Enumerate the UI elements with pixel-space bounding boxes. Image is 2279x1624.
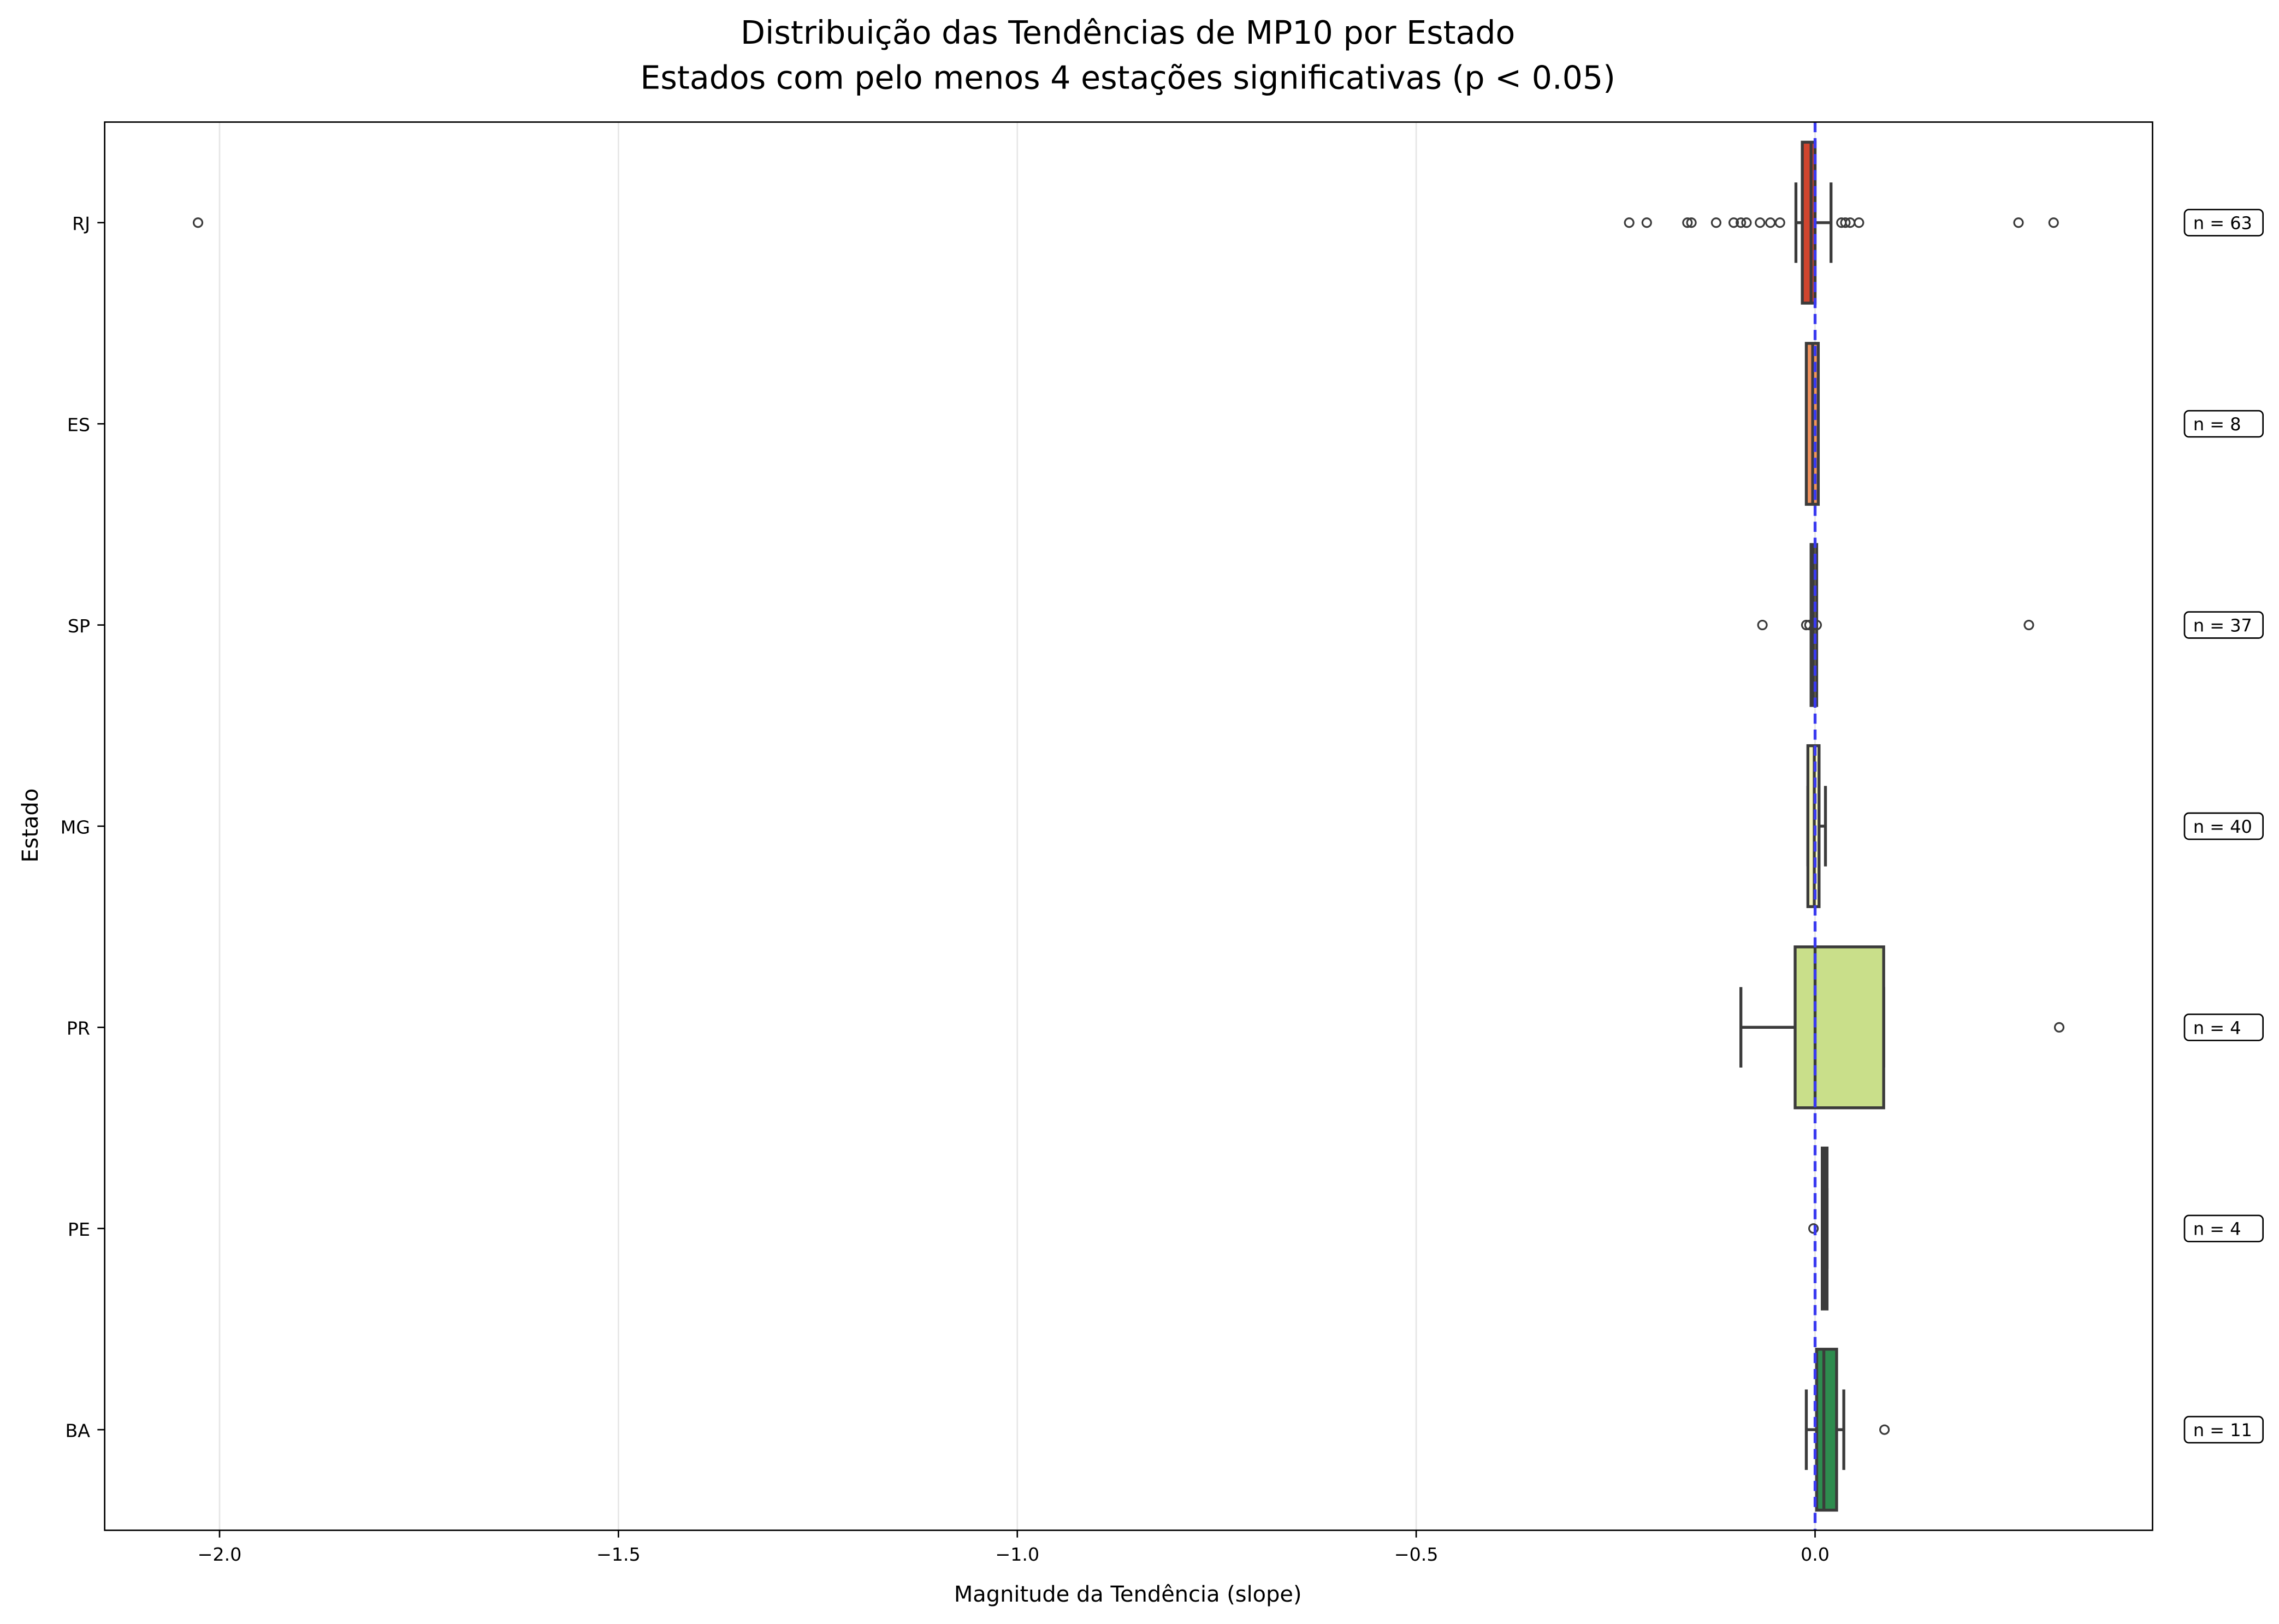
outlier: [1757, 619, 1768, 631]
x-tick-label: −1.5: [596, 1544, 641, 1565]
n-label-box: [2183, 812, 2264, 840]
n-label: n = 63: [2193, 213, 2252, 234]
outlier: [1682, 217, 1693, 228]
outlier: [1840, 217, 1851, 228]
outlier: [192, 217, 204, 228]
y-tick-label: RJ: [72, 213, 90, 234]
x-tick-label: 0.0: [1801, 1544, 1830, 1565]
box: [1801, 140, 1817, 305]
outlier: [1755, 217, 1766, 228]
n-label-box: [2183, 1214, 2264, 1243]
outlier: [2023, 619, 2034, 631]
outlier: [1624, 217, 1635, 228]
y-tick-label: SP: [68, 615, 90, 637]
n-label: n = 11: [2193, 1420, 2252, 1441]
outlier: [1736, 217, 1747, 228]
outlier: [1879, 1424, 1890, 1435]
n-label: n = 8: [2193, 414, 2241, 435]
outlier: [1710, 217, 1721, 228]
x-tick-label: −1.0: [995, 1544, 1039, 1565]
outlier: [2013, 217, 2024, 228]
box: [1793, 945, 1885, 1110]
y-tick-label: PE: [68, 1219, 90, 1240]
outlier: [1854, 217, 1864, 228]
outlier: [1808, 1223, 1819, 1234]
x-tick-label: −2.0: [198, 1544, 242, 1565]
n-label-box: [2183, 611, 2264, 639]
n-label: n = 4: [2193, 1017, 2241, 1038]
outlier: [2048, 217, 2059, 228]
y-tick-label: PR: [67, 1018, 90, 1039]
n-label-box: [2183, 410, 2264, 438]
y-tick-label: BA: [65, 1420, 90, 1441]
x-tick-label: −0.5: [1394, 1544, 1439, 1565]
n-label: n = 37: [2193, 615, 2252, 636]
outlier: [1728, 217, 1739, 228]
plot-frame: [104, 121, 2153, 1531]
chart-title: Distribuição das Tendências de MP10 por …: [741, 14, 1515, 51]
x-axis-label: Magnitude da Tendência (slope): [954, 1582, 1302, 1607]
outlier: [1774, 217, 1785, 228]
y-tick-label: ES: [67, 414, 90, 435]
chart-subtitle: Estados com pelo menos 4 estações signif…: [640, 59, 1615, 96]
n-label-box: [2183, 209, 2264, 237]
outlier: [1811, 619, 1822, 631]
outlier: [1741, 217, 1752, 228]
n-label: n = 4: [2193, 1219, 2241, 1240]
box: [1815, 1348, 1838, 1512]
y-tick-label: MG: [61, 816, 90, 838]
n-label-box: [2183, 1013, 2264, 1041]
outlier: [2053, 1022, 2065, 1033]
y-axis-label: Estado: [18, 789, 43, 863]
n-label: n = 40: [2193, 816, 2252, 837]
n-label-box: [2183, 1415, 2264, 1444]
outlier: [1801, 619, 1812, 631]
outlier: [1641, 217, 1652, 228]
outlier: [1686, 217, 1697, 228]
